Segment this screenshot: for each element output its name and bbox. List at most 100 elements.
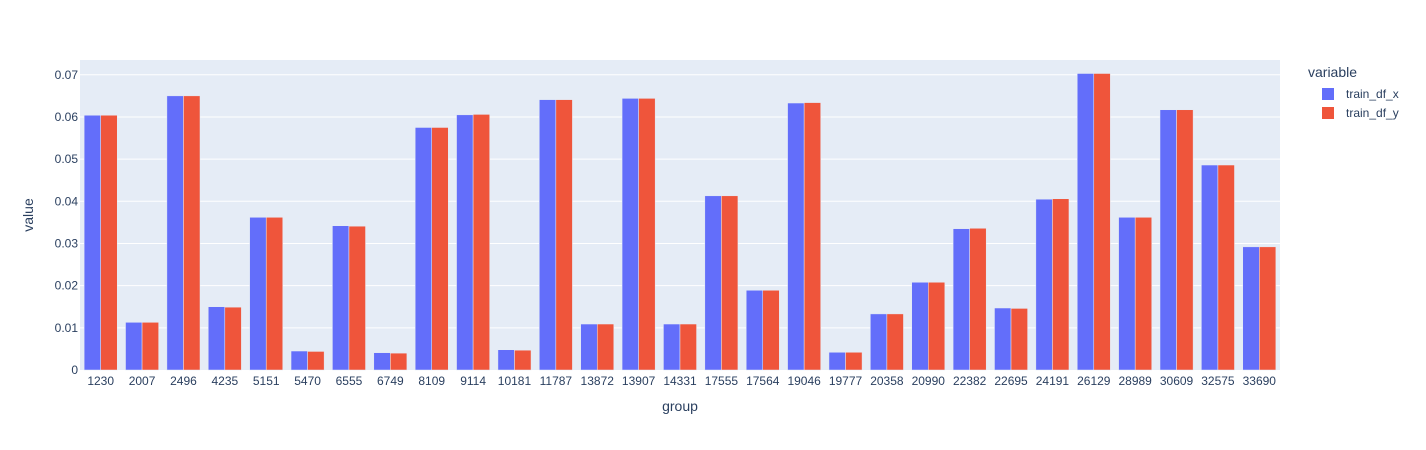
bar-train_df_y-5151[interactable] bbox=[265, 217, 284, 371]
bar-train_df_x-22382[interactable] bbox=[952, 228, 970, 371]
bar-train_df_y-9114[interactable] bbox=[472, 114, 490, 371]
x-tick-label: 17564 bbox=[746, 374, 780, 388]
x-tick-label: 5151 bbox=[253, 374, 280, 388]
x-tick-label: 1230 bbox=[87, 374, 114, 388]
bar-train_df_x-32575[interactable] bbox=[1201, 164, 1219, 371]
bar-train_df_x-22695[interactable] bbox=[994, 307, 1012, 371]
x-tick-label: 17555 bbox=[705, 374, 739, 388]
x-tick-label: 30609 bbox=[1160, 374, 1194, 388]
bar-train_df_x-9114[interactable] bbox=[456, 114, 474, 371]
legend-title: variable bbox=[1308, 64, 1357, 80]
legend-swatch bbox=[1322, 88, 1334, 100]
y-tick-label: 0 bbox=[71, 363, 78, 377]
y-axis-ticks: 0 0.01 0.02 0.03 0.04 0.05 0.06 0.07 bbox=[55, 68, 79, 377]
bar-train_df_x-33690[interactable] bbox=[1242, 246, 1260, 371]
y-tick-label: 0.02 bbox=[55, 279, 79, 293]
bar-train_df_x-4235[interactable] bbox=[208, 306, 226, 371]
bar-train_df_x-2496[interactable] bbox=[166, 95, 184, 371]
bar-train_df_x-17555[interactable] bbox=[704, 195, 722, 371]
bar-train_df_x-19046[interactable] bbox=[787, 102, 805, 371]
bar-train_df_y-5470[interactable] bbox=[307, 351, 325, 371]
x-tick-label: 33690 bbox=[1243, 374, 1277, 388]
bar-train_df_y-24191[interactable] bbox=[1052, 198, 1070, 371]
x-tick-label: 5470 bbox=[294, 374, 321, 388]
bars bbox=[83, 73, 1277, 371]
bar-train_df_y-33690[interactable] bbox=[1259, 246, 1277, 371]
bar-train_df_y-28989[interactable] bbox=[1134, 217, 1152, 371]
x-tick-label: 6555 bbox=[336, 374, 363, 388]
bar-train_df_x-13872[interactable] bbox=[580, 323, 598, 371]
bar-train_df_y-8109[interactable] bbox=[431, 127, 449, 371]
bar-train_df_y-4235[interactable] bbox=[224, 306, 242, 371]
bar-train_df_y-11787[interactable] bbox=[555, 99, 573, 371]
bar-train_df_y-32575[interactable] bbox=[1217, 164, 1235, 371]
bar-train_df_x-5151[interactable] bbox=[249, 217, 267, 371]
x-tick-label: 13907 bbox=[622, 374, 656, 388]
bar-train_df_y-19777[interactable] bbox=[845, 352, 863, 371]
bar-train_df_x-26129[interactable] bbox=[1076, 73, 1095, 371]
bar-train_df_x-30609[interactable] bbox=[1159, 109, 1177, 371]
bar-train_df_y-17555[interactable] bbox=[721, 195, 739, 371]
bar-train_df_y-1230[interactable] bbox=[100, 115, 118, 371]
legend-label: train_df_y bbox=[1346, 106, 1399, 120]
x-tick-label: 22382 bbox=[953, 374, 987, 388]
bar-train_df_y-13907[interactable] bbox=[638, 98, 656, 371]
x-tick-label: 11787 bbox=[540, 374, 573, 388]
bar-train_df_y-20358[interactable] bbox=[886, 313, 904, 371]
bar-train_df_y-6555[interactable] bbox=[348, 225, 366, 371]
x-tick-label: 22695 bbox=[994, 374, 1028, 388]
bar-train_df_y-17564[interactable] bbox=[762, 290, 780, 371]
bar-train_df_y-22382[interactable] bbox=[969, 228, 987, 371]
x-tick-label: 26129 bbox=[1077, 374, 1111, 388]
bar-train_df_y-14331[interactable] bbox=[679, 323, 697, 371]
bar-train_df_x-28989[interactable] bbox=[1118, 217, 1136, 371]
x-tick-label: 28989 bbox=[1118, 374, 1152, 388]
x-tick-label: 4235 bbox=[211, 374, 238, 388]
bar-train_df_y-2007[interactable] bbox=[141, 322, 159, 371]
x-tick-label: 19046 bbox=[787, 374, 821, 388]
x-tick-label: 14331 bbox=[663, 374, 697, 388]
bar-train_df_x-2007[interactable] bbox=[125, 322, 143, 371]
bar-train_df_y-22695[interactable] bbox=[1010, 308, 1028, 371]
x-tick-label: 32575 bbox=[1201, 374, 1235, 388]
bar-train_df_y-10181[interactable] bbox=[514, 349, 532, 371]
bar-train_df_x-19777[interactable] bbox=[828, 352, 846, 371]
y-tick-label: 0.04 bbox=[55, 194, 79, 208]
x-tick-label: 2496 bbox=[170, 374, 197, 388]
legend-label: train_df_x bbox=[1346, 87, 1399, 101]
bar-train_df_x-1230[interactable] bbox=[83, 115, 101, 371]
x-tick-label: 8109 bbox=[418, 374, 445, 388]
bar-train_df_x-13907[interactable] bbox=[621, 98, 639, 371]
x-tick-label: 24191 bbox=[1036, 374, 1070, 388]
y-tick-label: 0.06 bbox=[55, 110, 79, 124]
bar-train_df_x-20358[interactable] bbox=[870, 313, 888, 371]
legend-item-train_df_x[interactable]: train_df_x bbox=[1322, 87, 1399, 101]
legend-item-train_df_y[interactable]: train_df_y bbox=[1322, 106, 1399, 120]
legend-swatch bbox=[1322, 107, 1334, 119]
bar-train_df_x-24191[interactable] bbox=[1035, 198, 1053, 371]
bar-train_df_y-20990[interactable] bbox=[928, 282, 946, 371]
bar-train_df_x-11787[interactable] bbox=[539, 99, 557, 371]
y-tick-label: 0.01 bbox=[55, 321, 79, 335]
x-tick-label: 9114 bbox=[460, 374, 486, 388]
bar-train_df_y-13872[interactable] bbox=[596, 323, 615, 371]
bar-train_df_y-26129[interactable] bbox=[1093, 73, 1111, 371]
bar-train_df_x-17564[interactable] bbox=[745, 290, 764, 371]
bar-train_df_x-10181[interactable] bbox=[497, 349, 515, 371]
bar-train_df_y-2496[interactable] bbox=[183, 95, 201, 371]
x-axis-ticks: 1230 2007 2496 4235 5151 5470 6555 6749 8109 9114… bbox=[87, 374, 1276, 388]
bar-train_df_x-14331[interactable] bbox=[663, 323, 681, 371]
bar-train_df_x-6555[interactable] bbox=[332, 225, 350, 371]
y-tick-label: 0.05 bbox=[55, 152, 79, 166]
bar-train_df_y-6749[interactable] bbox=[390, 352, 408, 371]
bar-train_df_x-20990[interactable] bbox=[911, 282, 929, 371]
bar-train_df_y-30609[interactable] bbox=[1176, 109, 1194, 371]
bar-train_df_x-5470[interactable] bbox=[290, 350, 308, 371]
x-tick-label: 10181 bbox=[498, 374, 532, 388]
x-tick-label: 13872 bbox=[581, 374, 615, 388]
legend: variable train_df_x train_df_y bbox=[1308, 64, 1399, 120]
bar-train_df_x-8109[interactable] bbox=[414, 127, 432, 371]
bar-train_df_y-19046[interactable] bbox=[803, 102, 821, 371]
bar-train_df_x-6749[interactable] bbox=[373, 352, 391, 371]
